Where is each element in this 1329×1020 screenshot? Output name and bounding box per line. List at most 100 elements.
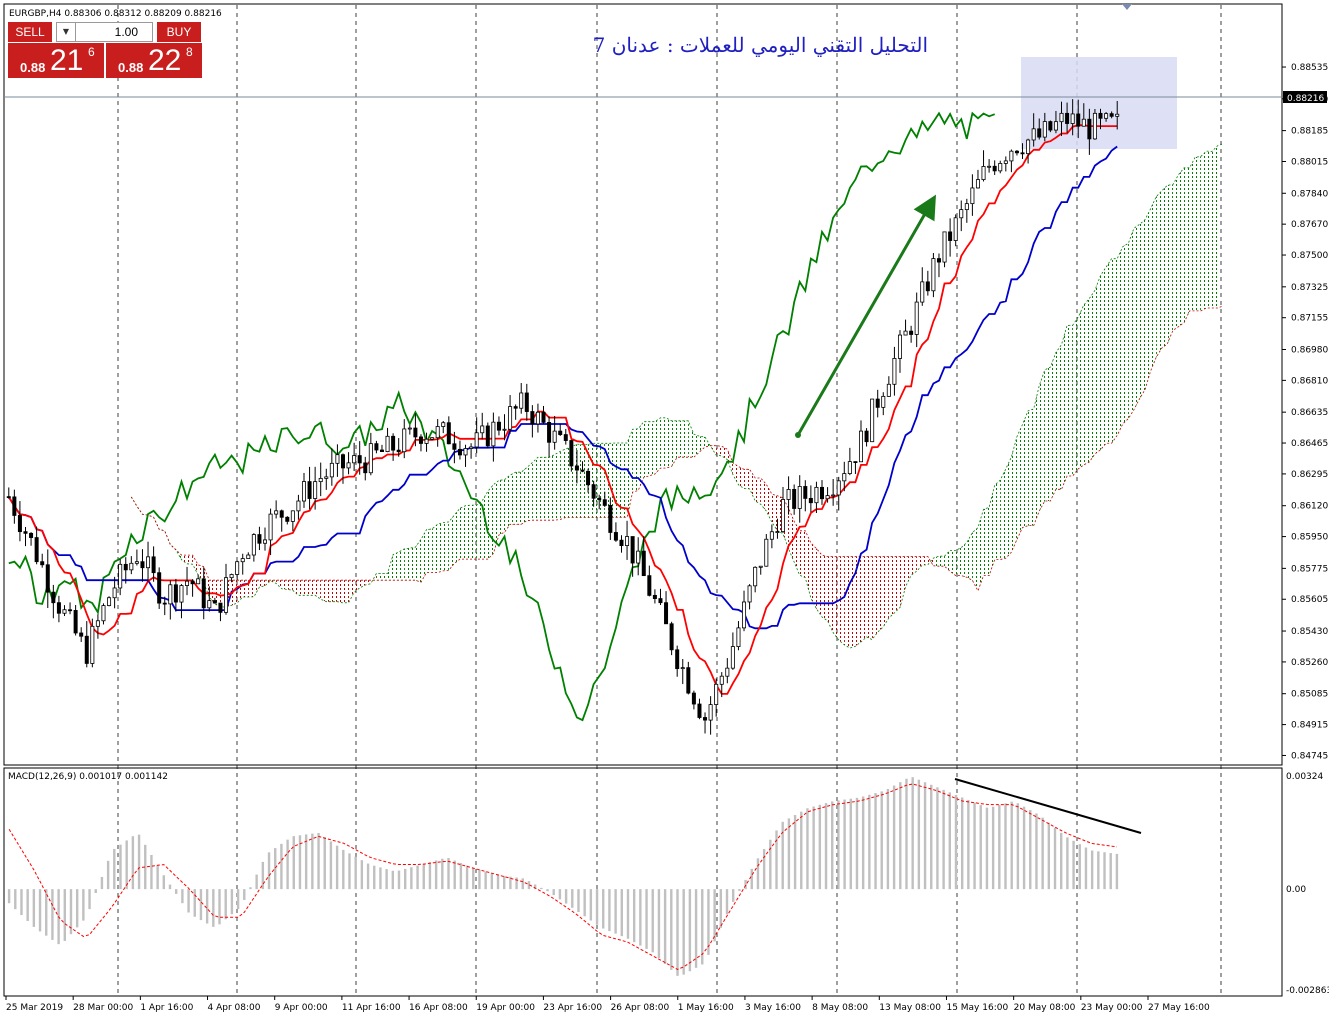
macd-bar: [682, 889, 685, 975]
macd-bar: [589, 889, 593, 921]
candle-body: [368, 443, 373, 474]
cloud-segment: [543, 457, 550, 521]
candle-body: [151, 556, 156, 574]
cloud-segment: [883, 556, 889, 627]
macd-bar: [713, 889, 716, 942]
macd-bar: [1109, 853, 1112, 890]
cloud-segment: [248, 580, 254, 598]
macd-bar: [125, 840, 128, 890]
cloud-segment: [404, 548, 410, 581]
candle-body: [747, 585, 752, 603]
cloud-segment: [1055, 344, 1062, 490]
macd-bar: [1010, 801, 1013, 890]
cloud-segment: [203, 566, 210, 598]
macd-axis: 0.00324 0.00 -0.002863: [1286, 772, 1329, 996]
time-tick-label: 23 Apr 16:00: [543, 1003, 602, 1013]
candle-body: [831, 494, 836, 497]
price-tick-label: 0.88535: [1291, 63, 1328, 73]
cloud-segment: [1122, 243, 1129, 424]
one-click-trade-panel: SELL ▼ 1.00 BUY 0.88 21 6 0.88 22 8: [8, 22, 202, 78]
macd-bar: [131, 836, 135, 890]
sell-price-box[interactable]: 0.88 21 6: [8, 43, 104, 78]
macd-bar: [267, 852, 271, 890]
macd-bar: [317, 832, 320, 890]
macd-bar: [527, 881, 531, 890]
macd-bar: [298, 835, 302, 890]
macd-bar: [38, 889, 42, 932]
lot-size-field[interactable]: ▼ 1.00: [56, 22, 153, 42]
cloud-segment: [849, 556, 856, 649]
macd-bar: [626, 889, 630, 939]
macd-bar: [144, 844, 147, 890]
candle-body: [769, 531, 774, 540]
candle-body: [558, 430, 563, 435]
symbol-info: EURGBP,H4 0.88306 0.88312 0.88209 0.8821…: [9, 9, 222, 19]
candle-body: [318, 477, 323, 483]
cloud-segment: [354, 580, 360, 593]
candle-body: [914, 301, 919, 335]
cloud-segment: [1156, 190, 1162, 358]
cloud-segment: [1022, 410, 1029, 528]
candle-body: [51, 591, 56, 604]
macd-bar: [14, 889, 17, 910]
price-tick-label: 0.88015: [1291, 157, 1328, 167]
cloud-segment: [1089, 290, 1095, 462]
macd-bar: [447, 858, 450, 890]
macd-bar: [1035, 813, 1038, 890]
candle-body: [1081, 118, 1086, 127]
cloud-segment: [810, 543, 817, 609]
candle-body: [313, 481, 318, 499]
buy-price-prefix: 0.88: [118, 60, 144, 75]
cloud-segment: [688, 420, 694, 458]
buy-price-box[interactable]: 0.88 22 8: [106, 43, 202, 78]
macd-bar: [930, 784, 933, 890]
macd-bar: [595, 889, 599, 925]
candle-body: [892, 358, 897, 385]
macd-bar: [936, 787, 939, 890]
candle-body: [441, 422, 446, 427]
candle-body: [469, 446, 474, 449]
candle-body: [84, 635, 89, 664]
candle-body: [574, 465, 579, 471]
macd-title: MACD(12,26,9) 0.001017 0.001142: [8, 772, 168, 782]
candle-body: [998, 163, 1003, 172]
candle-body: [1031, 128, 1036, 141]
candle-body: [597, 497, 602, 501]
lot-dropdown-icon[interactable]: ▼: [57, 23, 76, 41]
candle-body: [435, 426, 440, 439]
cloud-segment: [1016, 424, 1023, 540]
cloud-segment: [721, 446, 728, 460]
sell-button[interactable]: SELL: [8, 22, 52, 42]
cloud-segment: [860, 556, 867, 642]
macd-bar: [577, 889, 580, 913]
buy-button[interactable]: BUY: [157, 22, 201, 42]
candle-body: [792, 489, 797, 509]
candle-body: [379, 449, 384, 452]
cloud-segment: [471, 505, 477, 560]
candle-body: [452, 443, 457, 450]
macd-bar: [236, 889, 240, 910]
candle-body: [173, 584, 178, 603]
macd-bar: [855, 797, 859, 890]
macd-bar: [806, 808, 809, 890]
candle-body: [703, 717, 708, 721]
candlesticks[interactable]: [6, 99, 1120, 735]
time-tick-label: 27 May 16:00: [1148, 1003, 1210, 1013]
candle-body: [786, 489, 791, 500]
macd-bar: [973, 802, 976, 890]
candle-body: [881, 395, 886, 408]
cloud-segment: [1117, 246, 1123, 436]
cloud-segment: [872, 556, 878, 640]
macd-bar: [967, 800, 970, 890]
price-tick-label: 0.87325: [1291, 283, 1328, 293]
candle-body: [803, 486, 808, 499]
candle-body: [764, 538, 769, 567]
candle-body: [1048, 121, 1053, 131]
cloud-segment: [393, 552, 399, 581]
candle-body: [95, 620, 100, 627]
candle-body: [1053, 121, 1058, 131]
cloud-segment: [838, 556, 845, 645]
time-tick-label: 4 Apr 08:00: [208, 1003, 261, 1013]
macd-bar: [181, 889, 184, 904]
